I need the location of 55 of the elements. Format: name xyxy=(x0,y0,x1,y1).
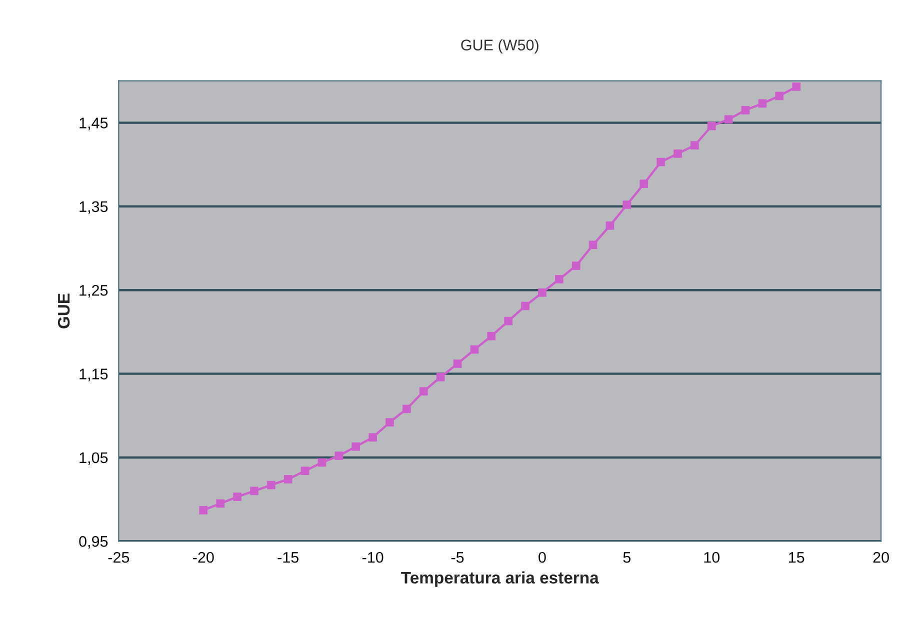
point xyxy=(216,499,225,508)
point xyxy=(402,404,411,414)
point xyxy=(572,262,580,270)
x-tick-label: 15 xyxy=(789,552,804,563)
point xyxy=(199,506,208,514)
point xyxy=(284,475,292,484)
y-tick-label: 1,35 xyxy=(80,201,108,214)
point xyxy=(792,82,801,91)
point xyxy=(741,106,750,114)
point xyxy=(775,92,784,100)
y-tick-label: 1,15 xyxy=(80,368,108,382)
x-tick-label: 0 xyxy=(538,552,546,563)
point xyxy=(504,316,513,326)
y-tick-label: 1,45 xyxy=(80,118,108,130)
point xyxy=(352,442,360,451)
point xyxy=(538,288,546,297)
point xyxy=(419,387,428,396)
point xyxy=(386,418,394,426)
point xyxy=(707,122,716,130)
point xyxy=(453,360,462,368)
point xyxy=(656,158,665,166)
point xyxy=(470,345,479,354)
point xyxy=(334,452,344,460)
x-tick-label: 20 xyxy=(873,552,889,563)
y-tick-label: 0,95 xyxy=(79,536,108,549)
point xyxy=(674,150,682,158)
point xyxy=(436,372,445,382)
y-axis-title: GUE xyxy=(58,294,70,328)
point xyxy=(266,480,276,490)
point xyxy=(521,302,530,310)
point xyxy=(690,141,699,150)
x-tick-label: -5 xyxy=(451,552,464,563)
chart-title: GUE (W50) xyxy=(461,39,538,54)
point xyxy=(300,466,310,476)
point xyxy=(640,180,648,188)
y-tick-label: 1,25 xyxy=(80,284,108,298)
x-tick-label: -20 xyxy=(193,552,214,563)
point xyxy=(368,433,377,442)
x-tick-label: 5 xyxy=(623,552,631,563)
y-tick-label: 1,05 xyxy=(80,452,108,465)
point xyxy=(318,458,326,467)
point xyxy=(554,275,564,284)
x-tick-label: -10 xyxy=(362,552,384,563)
point xyxy=(606,221,614,230)
x-tick-label: -25 xyxy=(108,552,130,563)
point xyxy=(233,492,242,501)
x-tick-label: -15 xyxy=(278,552,299,563)
point xyxy=(758,99,767,108)
x-tick-label: 10 xyxy=(704,552,720,563)
point xyxy=(588,240,598,250)
point xyxy=(487,332,496,340)
point xyxy=(622,200,632,209)
x-axis-title: Temperatura aria esterna xyxy=(401,571,599,587)
point xyxy=(724,115,733,124)
point xyxy=(250,486,258,496)
